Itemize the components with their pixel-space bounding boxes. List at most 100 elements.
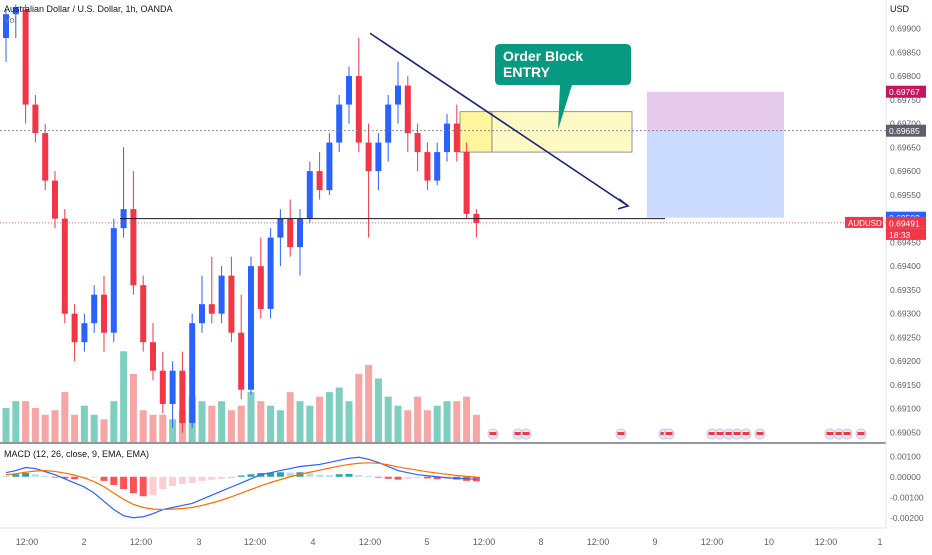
candle[interactable] [3,14,9,39]
time-tick-label: 5 [424,537,429,547]
candle[interactable] [228,275,235,333]
candle[interactable] [424,152,431,181]
volume-bar [306,405,314,442]
candle[interactable] [385,104,392,143]
candle[interactable] [32,104,39,134]
target-zone[interactable] [647,91,784,131]
candle[interactable] [218,275,225,314]
volume-bar [325,392,333,442]
volume-bar [296,401,304,442]
candle[interactable] [81,323,88,343]
last-price-label: 0.69491 [889,218,920,228]
candle[interactable] [336,104,343,143]
candle[interactable] [61,218,68,314]
event-flag-stripe [857,432,865,435]
symbol-title[interactable]: Australian Dollar / U.S. Dollar, 1h, OAN… [4,4,173,14]
volume-bar [120,351,128,442]
volume-bar [394,405,402,442]
candle[interactable] [159,370,166,404]
candle[interactable] [444,123,450,153]
price-tick-label: 0.69150 [890,380,921,390]
volume-bar [276,410,284,442]
candle[interactable] [395,85,401,105]
macd-histogram-bar [169,476,177,486]
volume-bar [384,396,392,442]
volume-bar [247,392,255,442]
event-flag-stripe [756,432,764,435]
candle[interactable] [101,294,107,333]
price-tick-label: 0.69350 [890,285,921,295]
time-tick-label: 12:00 [359,537,382,547]
time-tick-label: 12:00 [587,537,610,547]
volume-bar [414,396,422,442]
macd-tick-label: 0.00000 [890,472,921,482]
macd-histogram-bar [12,474,20,477]
order-block-zone-left[interactable] [459,111,493,153]
price-tick-label: 0.69650 [890,142,921,152]
candle[interactable] [140,285,147,343]
candle[interactable] [12,7,19,15]
candle[interactable] [297,218,303,248]
volume-bar [169,419,177,442]
volume-bar [61,392,69,442]
trendline-arrow[interactable] [369,32,629,207]
macd-histogram-bar [325,475,333,477]
candle[interactable] [179,370,186,423]
candle[interactable] [434,152,441,181]
candle[interactable] [110,228,117,333]
event-flag-stripe [522,432,530,435]
candle[interactable] [404,85,411,134]
time-tick-label: 3 [196,537,201,547]
candle[interactable] [189,323,196,423]
candle[interactable] [453,123,460,153]
order-block-callout[interactable] [495,44,631,130]
macd-histogram-bar [178,476,186,484]
macd-histogram-bar [237,475,245,477]
candle[interactable] [306,171,313,219]
candle[interactable] [42,133,49,181]
candle[interactable] [169,370,176,404]
candle[interactable] [22,9,29,105]
event-flag-stripe [617,432,625,435]
volume-indicator-label[interactable]: Vol [4,15,17,25]
candle[interactable] [130,209,137,286]
candle[interactable] [346,76,352,105]
candle[interactable] [463,152,470,214]
candle[interactable] [375,142,382,172]
candle[interactable] [150,342,156,371]
candle[interactable] [238,332,245,390]
candle[interactable] [52,180,58,219]
volume-bar [453,401,461,442]
candle[interactable] [414,133,421,153]
candle[interactable] [248,266,254,390]
candle[interactable] [365,142,372,172]
candle[interactable] [71,313,78,343]
volume-bar [90,414,98,442]
candle[interactable] [91,294,98,324]
macd-histogram-bar [159,476,167,490]
macd-histogram-bar [384,476,392,479]
price-tick-label: 0.69300 [890,309,921,319]
target-price-label-bg [886,85,926,98]
symbol-tag-bg [845,216,883,228]
candle[interactable] [326,142,333,191]
candle[interactable] [355,76,362,143]
candle[interactable] [208,304,215,314]
time-tick-label: 12:00 [701,537,724,547]
order-block-zone[interactable] [491,111,633,153]
volume-bar [267,405,275,442]
candle[interactable] [257,266,264,309]
macd-indicator-label[interactable]: MACD (12, 26, close, 9, EMA, EMA) [4,449,150,459]
candle[interactable] [287,218,294,248]
candle[interactable] [277,218,284,238]
candle[interactable] [199,304,205,324]
candle[interactable] [267,237,274,309]
candle[interactable] [316,171,323,191]
countdown-bg [886,228,926,240]
macd-histogram-bar [2,475,10,477]
stop-zone[interactable] [647,130,784,218]
macd-histogram-bar [414,476,422,478]
